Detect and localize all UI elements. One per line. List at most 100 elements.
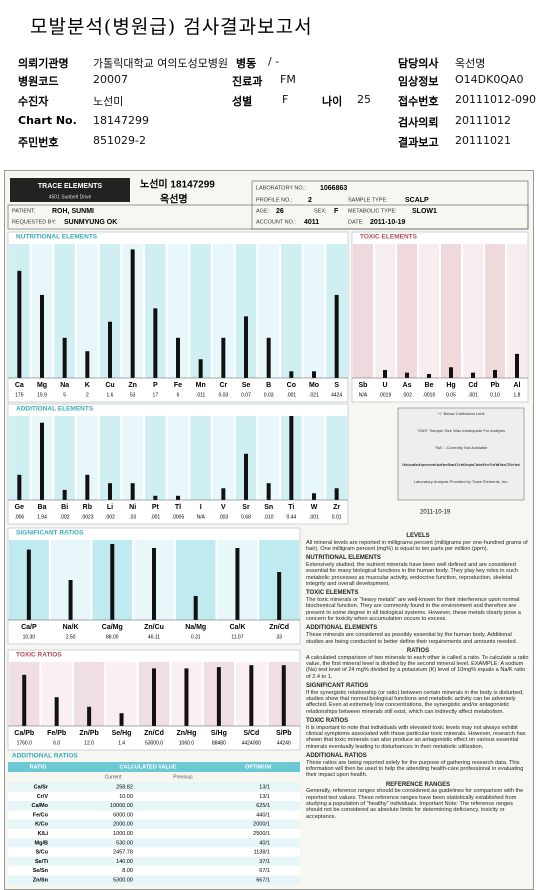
legend-item: "<" Below Calibration Limit [438, 411, 486, 416]
element-result: 0.07 [241, 392, 251, 398]
field-value: 25 [357, 93, 371, 106]
ratio-optimum: 67/1 [259, 868, 270, 874]
element-label: Ba [38, 504, 47, 511]
bar [334, 294, 339, 378]
bar [312, 371, 316, 378]
bar [405, 372, 409, 378]
lab-field-value: SUNMYUNG OK [64, 219, 117, 226]
element-result: 0.03 [218, 392, 228, 398]
element-result: 2 [86, 392, 89, 398]
element-result: .0019 [379, 392, 392, 398]
element-label: Zn/Pb [79, 730, 98, 737]
lab-field-value: F [334, 208, 339, 215]
lab-field-value: SLOW1 [412, 208, 437, 215]
note-text: These minerals are considered as possibl… [306, 632, 518, 645]
column [122, 416, 143, 500]
bar [221, 488, 226, 500]
note-text: It is important to note that individuals… [306, 724, 526, 750]
column [303, 244, 325, 378]
element-result: .001 [150, 514, 160, 520]
bar [277, 572, 282, 620]
element-label: Na/K [63, 624, 79, 631]
element-label: P [153, 382, 158, 389]
element-label: Hg [446, 382, 455, 389]
lab-field-label: AGE: [256, 208, 270, 214]
element-label: Mg [37, 382, 47, 389]
element-result: 17 [153, 392, 159, 398]
element-label: Ca [15, 382, 24, 389]
panel-title: NUTRITIONAL ELEMENTS [16, 234, 98, 241]
bar [85, 351, 90, 378]
bar [193, 596, 198, 620]
element-label: Pt [152, 504, 160, 511]
element-result: .0005 [172, 514, 185, 520]
element-label: W [311, 504, 318, 511]
element-label: S/Hg [211, 730, 227, 737]
bar [40, 422, 44, 500]
bar [221, 337, 226, 378]
element-result: 11.07 [231, 634, 243, 640]
element-result: 2.50 [66, 634, 76, 640]
bar [152, 668, 156, 726]
ratio-optimum: 13/1 [259, 794, 270, 800]
column [54, 416, 75, 500]
ratio-name: K/Li [38, 831, 49, 837]
element-result: 1760.0 [17, 740, 33, 746]
table-row [8, 847, 300, 857]
column [397, 244, 417, 378]
element-label: Ca/Mg [102, 624, 123, 631]
field-value: 옥선명 [455, 57, 486, 70]
element-result: 0.01 [332, 514, 342, 520]
element-label: Ca/P [21, 624, 37, 631]
element-result: 6 [177, 392, 180, 398]
element-result: 5 [63, 392, 66, 398]
column [326, 416, 347, 500]
column-head: CALCULATED VALUE [120, 764, 177, 770]
note-text: The toxic minerals or "heavy metals" are… [306, 597, 521, 623]
element-result: .002 [402, 392, 412, 398]
ratio-name: Fe/Co [33, 812, 49, 818]
bar [249, 665, 254, 726]
bar [40, 294, 44, 378]
field-label: 검사의뢰 [398, 116, 439, 129]
ratio-name: Ca/Sr [34, 784, 49, 790]
bar [198, 359, 203, 378]
bar [17, 270, 22, 378]
element-label: Mo [309, 382, 319, 389]
bar [153, 495, 158, 500]
element-result: 15.9 [37, 392, 47, 398]
logo-box [10, 178, 130, 202]
column [303, 416, 325, 500]
table-row [8, 875, 300, 885]
note-heading: LEVELS [406, 533, 430, 539]
ratio-value: 10000.00 [110, 803, 133, 809]
ratio-value: 6000.00 [113, 812, 133, 818]
note-text: A calculated comparison of two minerals … [306, 654, 529, 680]
element-result: 0.03 [264, 392, 274, 398]
table-row [8, 791, 300, 801]
bar [119, 713, 124, 726]
note-text: All mineral levels are reported in milli… [306, 539, 528, 553]
note-heading: ADDITIONAL RATIOS [306, 752, 367, 759]
column [463, 244, 483, 378]
column [353, 244, 373, 378]
element-result: 12.0 [84, 740, 94, 746]
table-row [8, 782, 300, 792]
field-value: O14DK0QA0 [455, 73, 524, 86]
field-label: 결과보고 [398, 136, 439, 149]
element-result: 1060.0 [179, 740, 195, 746]
ratio-optimum: 440/1 [256, 812, 270, 818]
ratio-name: Cr/V [37, 794, 49, 800]
field-label: 진료과 [232, 75, 263, 88]
lab-field-value: 4011 [304, 219, 319, 226]
bar [110, 544, 115, 620]
bar [152, 548, 156, 620]
element-result: .003 [218, 514, 228, 520]
bar [281, 665, 286, 726]
element-result: 53000.0 [145, 740, 163, 746]
element-label: Zn [128, 382, 137, 389]
panel-title: SIGNIFICANT RATIOS [16, 530, 84, 537]
element-result: .001 [286, 392, 296, 398]
element-result: 53 [130, 392, 136, 398]
field-value: 가톨릭대학교 여의도성모병원 [93, 57, 229, 70]
